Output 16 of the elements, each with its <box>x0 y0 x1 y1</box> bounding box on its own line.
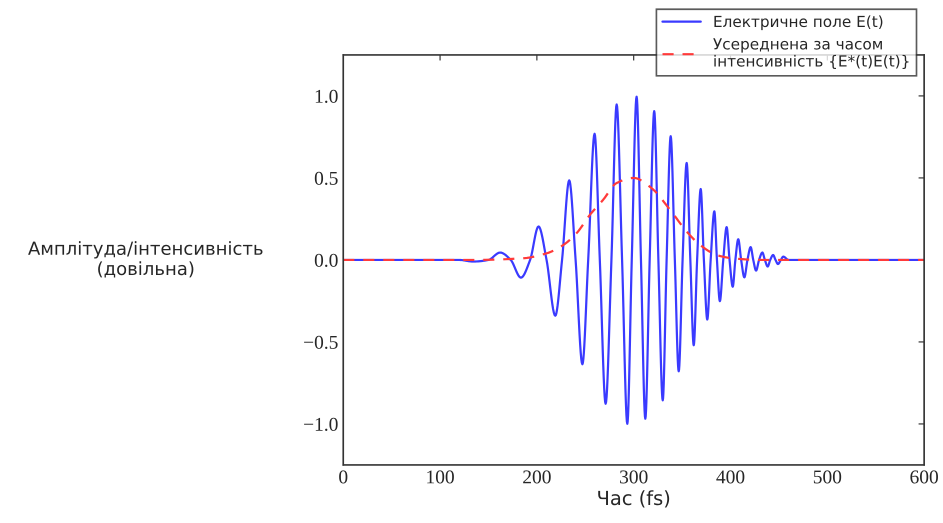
x-tick-label: 100 <box>427 470 454 484</box>
x-tick-label: 0 <box>339 470 348 484</box>
y-tick-label: 0.5 <box>314 172 338 185</box>
legend-label: Усереднена за часом інтенсивність {E*(t)E(t)} <box>713 38 908 69</box>
x-tick-label: 600 <box>910 470 938 484</box>
legend-label: Електричне поле E(t) <box>714 15 882 30</box>
x-tick-label: 400 <box>716 470 744 484</box>
y-tick-label: 1.0 <box>316 90 338 103</box>
x-axis-title: Час (fs) <box>598 490 670 508</box>
y-tick-label: 0.0 <box>314 254 338 267</box>
y-axis-title: Амплітуда/інтенсивність (довільна) <box>28 241 262 278</box>
y-tick-label: −0.5 <box>304 336 338 349</box>
x-tick-label: 200 <box>523 470 551 484</box>
x-tick-label: 500 <box>814 470 842 484</box>
y-tick-label: −1.0 <box>304 418 338 431</box>
x-tick-label: 300 <box>620 470 648 484</box>
